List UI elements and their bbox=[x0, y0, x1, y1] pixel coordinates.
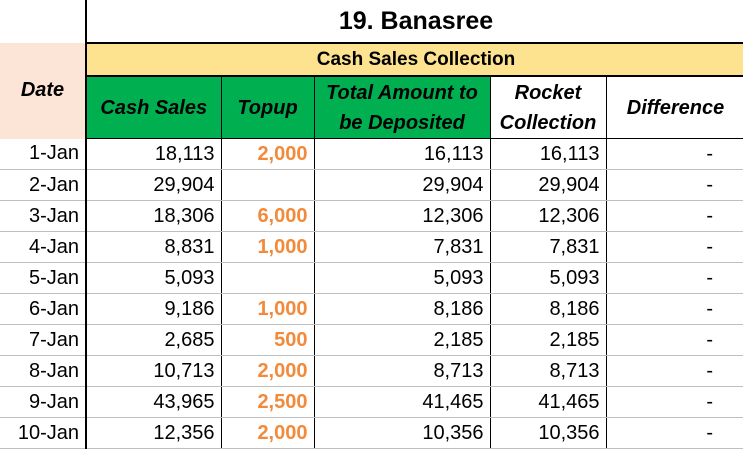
header-total[interactable]: Total Amount to be Deposited bbox=[313, 75, 491, 139]
date-cell[interactable]: 8-Jan bbox=[0, 355, 87, 387]
topup-cell[interactable]: 2,500 bbox=[220, 386, 314, 418]
header-date[interactable]: Date bbox=[0, 43, 87, 139]
table-row: 1-Jan 18,113 2,000 16,113 16,113- bbox=[0, 138, 743, 170]
table-row: 10-Jan 12,356 2,000 10,356 10,356- bbox=[0, 417, 743, 449]
date-cell[interactable]: 7-Jan bbox=[0, 324, 87, 356]
table-row: 5-Jan 5,093 5,093 5,093- bbox=[0, 262, 743, 294]
total-cell[interactable]: 8,186 bbox=[313, 293, 490, 325]
topup-cell[interactable] bbox=[220, 262, 314, 294]
topup-cell[interactable]: 2,000 bbox=[220, 355, 314, 387]
date-cell[interactable]: 3-Jan bbox=[0, 200, 87, 232]
header-cash-sales[interactable]: Cash Sales bbox=[85, 75, 222, 139]
topup-cell[interactable] bbox=[220, 169, 314, 201]
cash-sales-cell[interactable]: 12,356 bbox=[85, 417, 221, 449]
rocket-cell[interactable]: 12,306 bbox=[489, 200, 606, 232]
cash-sales-cell[interactable]: 18,113 bbox=[85, 138, 221, 170]
rocket-cell[interactable]: 5,093 bbox=[489, 262, 606, 294]
rocket-cell[interactable]: 16,113 bbox=[489, 138, 606, 170]
total-cell[interactable]: 7,831 bbox=[313, 231, 490, 263]
date-cell[interactable]: 2-Jan bbox=[0, 169, 87, 201]
date-cell[interactable]: 6-Jan bbox=[0, 293, 87, 325]
rocket-cell[interactable]: 10,356 bbox=[489, 417, 606, 449]
difference-cell[interactable]: - bbox=[605, 324, 743, 356]
difference-cell[interactable]: - bbox=[605, 355, 743, 387]
sheet-title[interactable]: 19. Banasree bbox=[84, 0, 743, 44]
table-row: 3-Jan 18,306 6,000 12,306 12,306- bbox=[0, 200, 743, 232]
total-cell[interactable]: 16,113 bbox=[313, 138, 490, 170]
cash-sales-cell[interactable]: 43,965 bbox=[85, 386, 221, 418]
rocket-cell[interactable]: 2,185 bbox=[489, 324, 606, 356]
table-row: 9-Jan 43,965 2,500 41,465 41,465- bbox=[0, 386, 743, 418]
difference-cell[interactable]: - bbox=[605, 293, 743, 325]
difference-cell[interactable]: - bbox=[605, 231, 743, 263]
difference-cell[interactable]: - bbox=[605, 138, 743, 170]
total-cell[interactable]: 2,185 bbox=[313, 324, 490, 356]
cash-sales-cell[interactable]: 18,306 bbox=[85, 200, 221, 232]
table-row: 6-Jan 9,186 1,000 8,186 8,186- bbox=[0, 293, 743, 325]
rocket-cell[interactable]: 41,465 bbox=[489, 386, 606, 418]
cash-sales-cell[interactable]: 8,831 bbox=[85, 231, 221, 263]
topup-cell[interactable]: 500 bbox=[220, 324, 314, 356]
rocket-cell[interactable]: 7,831 bbox=[489, 231, 606, 263]
group-header[interactable]: Cash Sales Collection bbox=[84, 43, 743, 77]
header-topup[interactable]: Topup bbox=[220, 75, 315, 139]
topup-cell[interactable]: 2,000 bbox=[220, 138, 314, 170]
date-cell[interactable]: 1-Jan bbox=[0, 138, 87, 170]
table-row: 2-Jan 29,904 29,904 29,904- bbox=[0, 169, 743, 201]
rocket-cell[interactable]: 8,713 bbox=[489, 355, 606, 387]
rocket-cell[interactable]: 29,904 bbox=[489, 169, 606, 201]
topup-cell[interactable]: 6,000 bbox=[220, 200, 314, 232]
cash-sales-cell[interactable]: 9,186 bbox=[85, 293, 221, 325]
date-cell[interactable]: 5-Jan bbox=[0, 262, 87, 294]
difference-cell[interactable]: - bbox=[605, 200, 743, 232]
total-cell[interactable]: 41,465 bbox=[313, 386, 490, 418]
total-cell[interactable]: 5,093 bbox=[313, 262, 490, 294]
header-difference[interactable]: Difference bbox=[605, 75, 743, 139]
cash-sales-cell[interactable]: 29,904 bbox=[85, 169, 221, 201]
rocket-cell[interactable]: 8,186 bbox=[489, 293, 606, 325]
table-row: 7-Jan 2,685 500 2,185 2,185- bbox=[0, 324, 743, 356]
date-cell[interactable]: 9-Jan bbox=[0, 386, 87, 418]
corner-cell[interactable] bbox=[0, 0, 86, 43]
date-cell[interactable]: 4-Jan bbox=[0, 231, 87, 263]
table-row: 4-Jan 8,831 1,000 7,831 7,831- bbox=[0, 231, 743, 263]
difference-cell[interactable]: - bbox=[605, 169, 743, 201]
cash-sales-cell[interactable]: 10,713 bbox=[85, 355, 221, 387]
total-cell[interactable]: 29,904 bbox=[313, 169, 490, 201]
topup-cell[interactable]: 1,000 bbox=[220, 231, 314, 263]
difference-cell[interactable]: - bbox=[605, 386, 743, 418]
date-cell[interactable]: 10-Jan bbox=[0, 417, 87, 449]
difference-cell[interactable]: - bbox=[605, 417, 743, 449]
cash-sales-cell[interactable]: 2,685 bbox=[85, 324, 221, 356]
difference-cell[interactable]: - bbox=[605, 262, 743, 294]
header-rocket[interactable]: Rocket Collection bbox=[489, 75, 607, 139]
total-cell[interactable]: 10,356 bbox=[313, 417, 490, 449]
total-cell[interactable]: 8,713 bbox=[313, 355, 490, 387]
total-cell[interactable]: 12,306 bbox=[313, 200, 490, 232]
topup-cell[interactable]: 2,000 bbox=[220, 417, 314, 449]
cash-sales-cell[interactable]: 5,093 bbox=[85, 262, 221, 294]
topup-cell[interactable]: 1,000 bbox=[220, 293, 314, 325]
table-row: 8-Jan 10,713 2,000 8,713 8,713- bbox=[0, 355, 743, 387]
